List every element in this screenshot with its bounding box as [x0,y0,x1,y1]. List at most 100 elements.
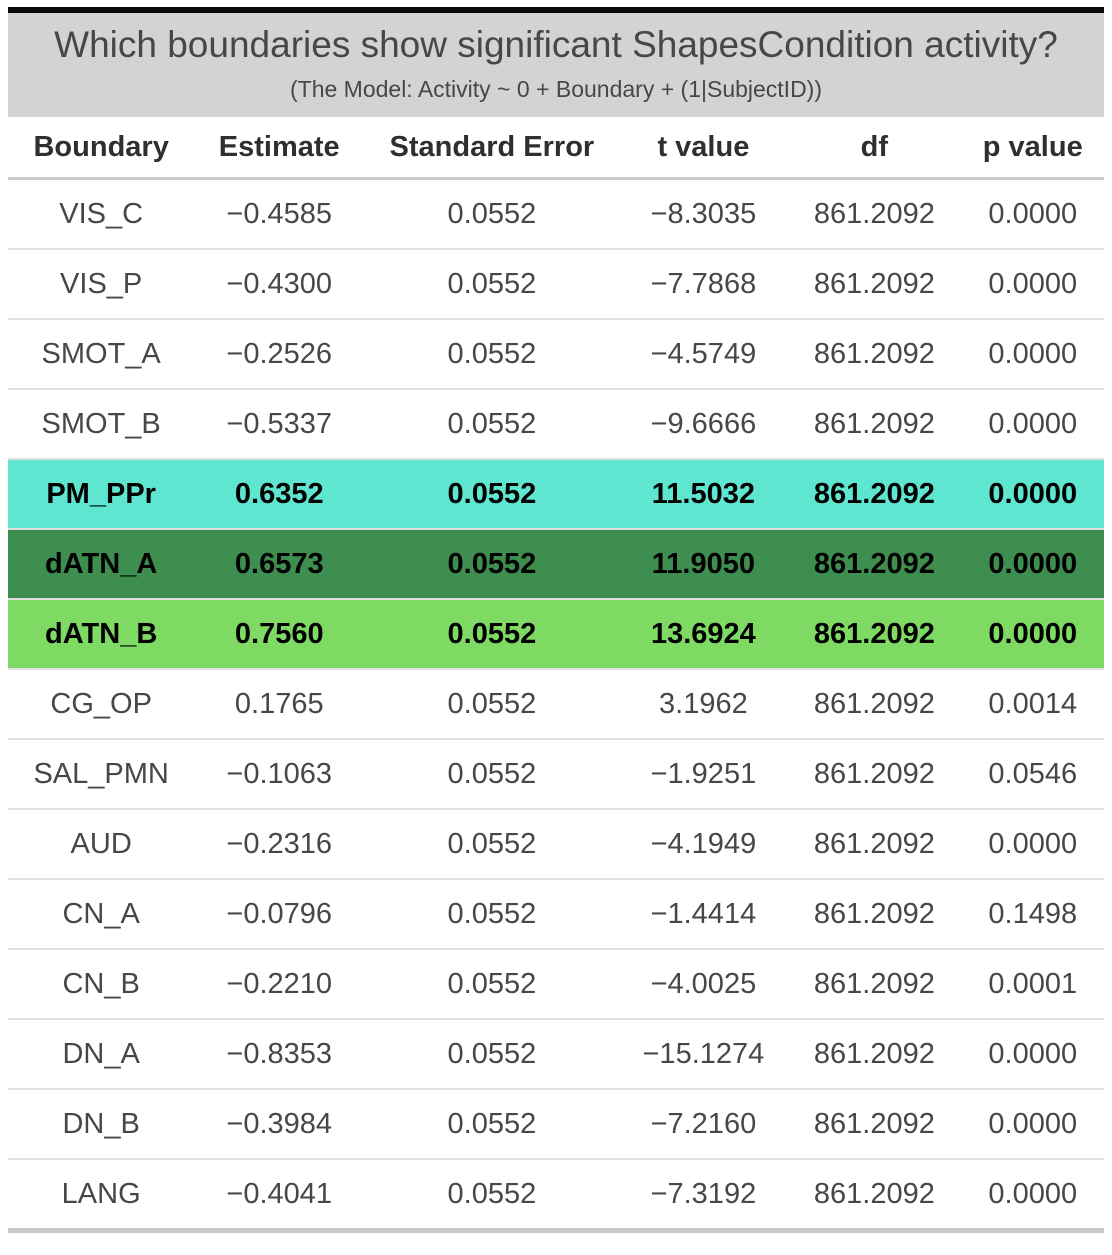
table-row-aud: AUD −0.2316 0.0552 −4.1949 861.2092 0.0000 [8,808,1104,879]
table-row-datn_b: dATN_B 0.7560 0.0552 13.6924 861.2092 0.0000 [8,598,1104,669]
cell-estimate: −0.0796 [194,878,365,949]
cell-boundary: SAL_PMN [8,738,195,809]
table-row-datn_a: dATN_A 0.6573 0.0552 11.9050 861.2092 0.0000 [8,528,1104,599]
cell-p-value: 0.0000 [961,248,1104,319]
cell-standard-error: 0.0552 [364,668,620,739]
table-row-pm_ppr: PM_PPr 0.6352 0.0552 11.5032 861.2092 0.0000 [8,458,1104,529]
results-table: Boundary Estimate Standard Error t value df p… [8,117,1104,1233]
cell-t-value: −9.6666 [619,388,788,459]
cell-p-value: 0.0546 [961,738,1104,809]
table-row-vis_c: VIS_C −0.4585 0.0552 −8.3035 861.2092 0.0000 [8,177,1104,249]
cell-df: 861.2092 [787,598,962,669]
table-row-dn_b: DN_B −0.3984 0.0552 −7.2160 861.2092 0.0000 [8,1088,1104,1159]
cell-t-value: −7.3192 [619,1158,788,1233]
cell-p-value: 0.0000 [961,318,1104,389]
cell-standard-error: 0.0552 [364,878,620,949]
cell-p-value: 0.0000 [961,1088,1104,1159]
cell-t-value: 11.9050 [619,528,788,599]
column-header-t-value: t value [619,117,788,179]
cell-p-value: 0.0000 [961,1158,1104,1233]
cell-standard-error: 0.0552 [364,248,620,319]
cell-t-value: −4.1949 [619,808,788,879]
cell-estimate: 0.6573 [194,528,365,599]
cell-standard-error: 0.0552 [364,318,620,389]
cell-estimate: −0.2316 [194,808,365,879]
cell-boundary: dATN_A [8,528,195,599]
cell-estimate: −0.2526 [194,318,365,389]
cell-df: 861.2092 [787,177,962,249]
cell-standard-error: 0.0552 [364,598,620,669]
table-row-smot_b: SMOT_B −0.5337 0.0552 −9.6666 861.2092 0.0000 [8,388,1104,459]
cell-boundary: DN_B [8,1088,195,1159]
cell-t-value: 13.6924 [619,598,788,669]
cell-df: 861.2092 [787,248,962,319]
cell-t-value: −1.9251 [619,738,788,809]
cell-t-value: 3.1962 [619,668,788,739]
cell-standard-error: 0.0552 [364,1088,620,1159]
cell-estimate: −0.3984 [194,1088,365,1159]
cell-df: 861.2092 [787,458,962,529]
cell-boundary: AUD [8,808,195,879]
table-row-dn_a: DN_A −0.8353 0.0552 −15.1274 861.2092 0.0000 [8,1018,1104,1089]
cell-p-value: 0.0014 [961,668,1104,739]
cell-p-value: 0.0000 [961,177,1104,249]
cell-t-value: −4.0025 [619,948,788,1019]
cell-estimate: −0.4300 [194,248,365,319]
cell-estimate: −0.8353 [194,1018,365,1089]
cell-p-value: 0.0000 [961,1018,1104,1089]
table-row-smot_a: SMOT_A −0.2526 0.0552 −4.5749 861.2092 0.0000 [8,318,1104,389]
column-header-df: df [787,117,962,179]
cell-t-value: −15.1274 [619,1018,788,1089]
cell-standard-error: 0.0552 [364,1018,620,1089]
cell-estimate: 0.7560 [194,598,365,669]
table-row-cn_a: CN_A −0.0796 0.0552 −1.4414 861.2092 0.1498 [8,878,1104,949]
cell-estimate: −0.2210 [194,948,365,1019]
cell-standard-error: 0.0552 [364,458,620,529]
table-row-cg_op: CG_OP 0.1765 0.0552 3.1962 861.2092 0.0014 [8,668,1104,739]
cell-estimate: −0.4041 [194,1158,365,1233]
table-column-headers: Boundary Estimate Standard Error t value df p… [8,117,1104,179]
cell-p-value: 0.0000 [961,808,1104,879]
table-title: Which boundaries show significant Shapes… [54,24,1058,65]
cell-standard-error: 0.0552 [364,948,620,1019]
cell-boundary: CN_A [8,878,195,949]
cell-estimate: −0.4585 [194,177,365,249]
cell-boundary: CN_B [8,948,195,1019]
cell-boundary: DN_A [8,1018,195,1089]
cell-t-value: −8.3035 [619,177,788,249]
cell-boundary: LANG [8,1158,195,1233]
cell-t-value: −4.5749 [619,318,788,389]
cell-t-value: 11.5032 [619,458,788,529]
cell-df: 861.2092 [787,878,962,949]
cell-boundary: CG_OP [8,668,195,739]
cell-t-value: −7.2160 [619,1088,788,1159]
cell-df: 861.2092 [787,1088,962,1159]
cell-df: 861.2092 [787,1018,962,1089]
cell-p-value: 0.0000 [961,598,1104,669]
cell-standard-error: 0.0552 [364,808,620,879]
cell-t-value: −7.7868 [619,248,788,319]
cell-boundary: dATN_B [8,598,195,669]
cell-df: 861.2092 [787,528,962,599]
cell-estimate: −0.5337 [194,388,365,459]
cell-p-value: 0.0000 [961,528,1104,599]
header-row: Boundary Estimate Standard Error t value df p… [8,117,1104,179]
cell-p-value: 0.1498 [961,878,1104,949]
cell-boundary: SMOT_B [8,388,195,459]
column-header-boundary: Boundary [8,117,195,179]
cell-df: 861.2092 [787,668,962,739]
cell-p-value: 0.0001 [961,948,1104,1019]
cell-standard-error: 0.0552 [364,528,620,599]
cell-df: 861.2092 [787,1158,962,1233]
table-header-block: Which boundaries show significant Shapes… [8,13,1104,117]
cell-p-value: 0.0000 [961,458,1104,529]
cell-df: 861.2092 [787,318,962,389]
table-top-border [8,7,1104,13]
cell-boundary: VIS_C [8,177,195,249]
column-header-standard-error: Standard Error [364,117,620,179]
table-body: VIS_C −0.4585 0.0552 −8.3035 861.2092 0.0000 V… [8,177,1104,1233]
cell-t-value: −1.4414 [619,878,788,949]
cell-boundary: PM_PPr [8,458,195,529]
cell-standard-error: 0.0552 [364,177,620,249]
table-subtitle: (The Model: Activity ~ 0 + Boundary + (1… [289,76,823,103]
